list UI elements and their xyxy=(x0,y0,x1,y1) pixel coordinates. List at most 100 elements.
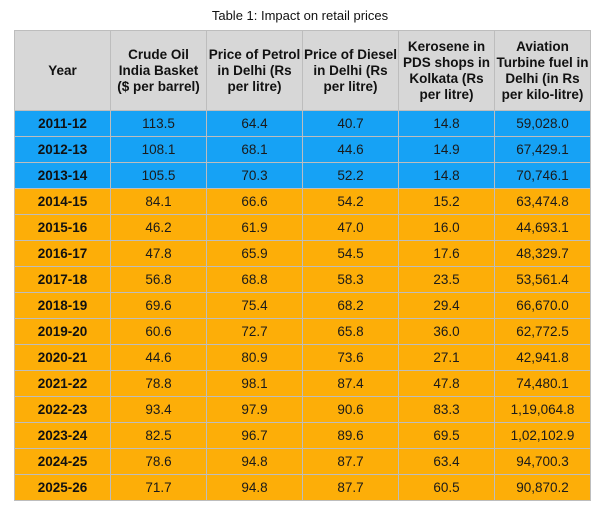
petrol-cell: 75.4 xyxy=(206,292,303,319)
header-kerosene: Kerosene in PDS shops in Kolkata (Rs per… xyxy=(398,30,495,111)
kerosene-cell: 14.9 xyxy=(398,136,495,163)
table-row: 2018-19 69.6 75.4 68.2 29.4 66,670.0 xyxy=(14,292,591,319)
petrol-cell: 70.3 xyxy=(206,162,303,189)
retail-prices-table: Year Crude Oil India Basket ($ per barre… xyxy=(14,30,591,501)
kerosene-cell: 47.8 xyxy=(398,370,495,397)
diesel-cell: 54.5 xyxy=(302,240,399,267)
diesel-cell: 40.7 xyxy=(302,110,399,137)
aviation-fuel-cell: 1,02,102.9 xyxy=(494,422,591,449)
year-cell: 2018-19 xyxy=(14,292,111,319)
aviation-fuel-cell: 59,028.0 xyxy=(494,110,591,137)
table-row: 2013-14 105.5 70.3 52.2 14.8 70,746.1 xyxy=(14,162,591,189)
year-cell: 2011-12 xyxy=(14,110,111,137)
table-row: 2023-24 82.5 96.7 89.6 69.5 1,02,102.9 xyxy=(14,422,591,449)
kerosene-cell: 29.4 xyxy=(398,292,495,319)
kerosene-cell: 17.6 xyxy=(398,240,495,267)
crude-oil-cell: 82.5 xyxy=(110,422,207,449)
crude-oil-cell: 105.5 xyxy=(110,162,207,189)
crude-oil-cell: 60.6 xyxy=(110,318,207,345)
table-row: 2022-23 93.4 97.9 90.6 83.3 1,19,064.8 xyxy=(14,396,591,423)
petrol-cell: 96.7 xyxy=(206,422,303,449)
aviation-fuel-cell: 70,746.1 xyxy=(494,162,591,189)
header-row: Year Crude Oil India Basket ($ per barre… xyxy=(14,30,591,111)
diesel-cell: 58.3 xyxy=(302,266,399,293)
kerosene-cell: 27.1 xyxy=(398,344,495,371)
diesel-cell: 89.6 xyxy=(302,422,399,449)
petrol-cell: 65.9 xyxy=(206,240,303,267)
header-petrol: Price of Petrol in Delhi (Rs per litre) xyxy=(206,30,303,111)
year-cell: 2024-25 xyxy=(14,448,111,475)
table-row: 2011-12 113.5 64.4 40.7 14.8 59,028.0 xyxy=(14,110,591,137)
header-crude-oil: Crude Oil India Basket ($ per barrel) xyxy=(110,30,207,111)
table-row: 2015-16 46.2 61.9 47.0 16.0 44,693.1 xyxy=(14,214,591,241)
aviation-fuel-cell: 67,429.1 xyxy=(494,136,591,163)
aviation-fuel-cell: 94,700.3 xyxy=(494,448,591,475)
header-diesel: Price of Diesel in Delhi (Rs per litre) xyxy=(302,30,399,111)
kerosene-cell: 63.4 xyxy=(398,448,495,475)
crude-oil-cell: 108.1 xyxy=(110,136,207,163)
diesel-cell: 44.6 xyxy=(302,136,399,163)
table-row: 2019-20 60.6 72.7 65.8 36.0 62,772.5 xyxy=(14,318,591,345)
table-row: 2016-17 47.8 65.9 54.5 17.6 48,329.7 xyxy=(14,240,591,267)
petrol-cell: 66.6 xyxy=(206,188,303,215)
year-cell: 2017-18 xyxy=(14,266,111,293)
diesel-cell: 52.2 xyxy=(302,162,399,189)
kerosene-cell: 15.2 xyxy=(398,188,495,215)
diesel-cell: 47.0 xyxy=(302,214,399,241)
diesel-cell: 73.6 xyxy=(302,344,399,371)
diesel-cell: 65.8 xyxy=(302,318,399,345)
year-cell: 2021-22 xyxy=(14,370,111,397)
kerosene-cell: 83.3 xyxy=(398,396,495,423)
table-row: 2014-15 84.1 66.6 54.2 15.2 63,474.8 xyxy=(14,188,591,215)
petrol-cell: 61.9 xyxy=(206,214,303,241)
table-row: 2021-22 78.8 98.1 87.4 47.8 74,480.1 xyxy=(14,370,591,397)
year-cell: 2019-20 xyxy=(14,318,111,345)
header-year: Year xyxy=(14,30,111,111)
table-row: 2017-18 56.8 68.8 58.3 23.5 53,561.4 xyxy=(14,266,591,293)
aviation-fuel-cell: 44,693.1 xyxy=(494,214,591,241)
petrol-cell: 94.8 xyxy=(206,474,303,501)
crude-oil-cell: 47.8 xyxy=(110,240,207,267)
diesel-cell: 68.2 xyxy=(302,292,399,319)
kerosene-cell: 36.0 xyxy=(398,318,495,345)
petrol-cell: 72.7 xyxy=(206,318,303,345)
crude-oil-cell: 46.2 xyxy=(110,214,207,241)
header-aviation-fuel: Aviation Turbine fuel in Delhi (in Rs pe… xyxy=(494,30,591,111)
table-caption: Table 1: Impact on retail prices xyxy=(211,8,389,23)
year-cell: 2023-24 xyxy=(14,422,111,449)
year-cell: 2014-15 xyxy=(14,188,111,215)
aviation-fuel-cell: 1,19,064.8 xyxy=(494,396,591,423)
crude-oil-cell: 78.8 xyxy=(110,370,207,397)
year-cell: 2022-23 xyxy=(14,396,111,423)
aviation-fuel-cell: 90,870.2 xyxy=(494,474,591,501)
kerosene-cell: 69.5 xyxy=(398,422,495,449)
aviation-fuel-cell: 42,941.8 xyxy=(494,344,591,371)
kerosene-cell: 16.0 xyxy=(398,214,495,241)
year-cell: 2013-14 xyxy=(14,162,111,189)
crude-oil-cell: 113.5 xyxy=(110,110,207,137)
table-row: 2024-25 78.6 94.8 87.7 63.4 94,700.3 xyxy=(14,448,591,475)
petrol-cell: 68.1 xyxy=(206,136,303,163)
diesel-cell: 90.6 xyxy=(302,396,399,423)
crude-oil-cell: 84.1 xyxy=(110,188,207,215)
diesel-cell: 87.7 xyxy=(302,474,399,501)
kerosene-cell: 14.8 xyxy=(398,110,495,137)
diesel-cell: 87.7 xyxy=(302,448,399,475)
year-cell: 2015-16 xyxy=(14,214,111,241)
crude-oil-cell: 56.8 xyxy=(110,266,207,293)
kerosene-cell: 60.5 xyxy=(398,474,495,501)
crude-oil-cell: 69.6 xyxy=(110,292,207,319)
petrol-cell: 68.8 xyxy=(206,266,303,293)
diesel-cell: 54.2 xyxy=(302,188,399,215)
crude-oil-cell: 78.6 xyxy=(110,448,207,475)
aviation-fuel-cell: 74,480.1 xyxy=(494,370,591,397)
crude-oil-cell: 93.4 xyxy=(110,396,207,423)
petrol-cell: 80.9 xyxy=(206,344,303,371)
year-cell: 2016-17 xyxy=(14,240,111,267)
aviation-fuel-cell: 53,561.4 xyxy=(494,266,591,293)
year-cell: 2020-21 xyxy=(14,344,111,371)
table-body: 2011-12 113.5 64.4 40.7 14.8 59,028.0 2012-13 1… xyxy=(14,110,591,501)
kerosene-cell: 23.5 xyxy=(398,266,495,293)
table-row: 2025-26 71.7 94.8 87.7 60.5 90,870.2 xyxy=(14,474,591,501)
crude-oil-cell: 71.7 xyxy=(110,474,207,501)
